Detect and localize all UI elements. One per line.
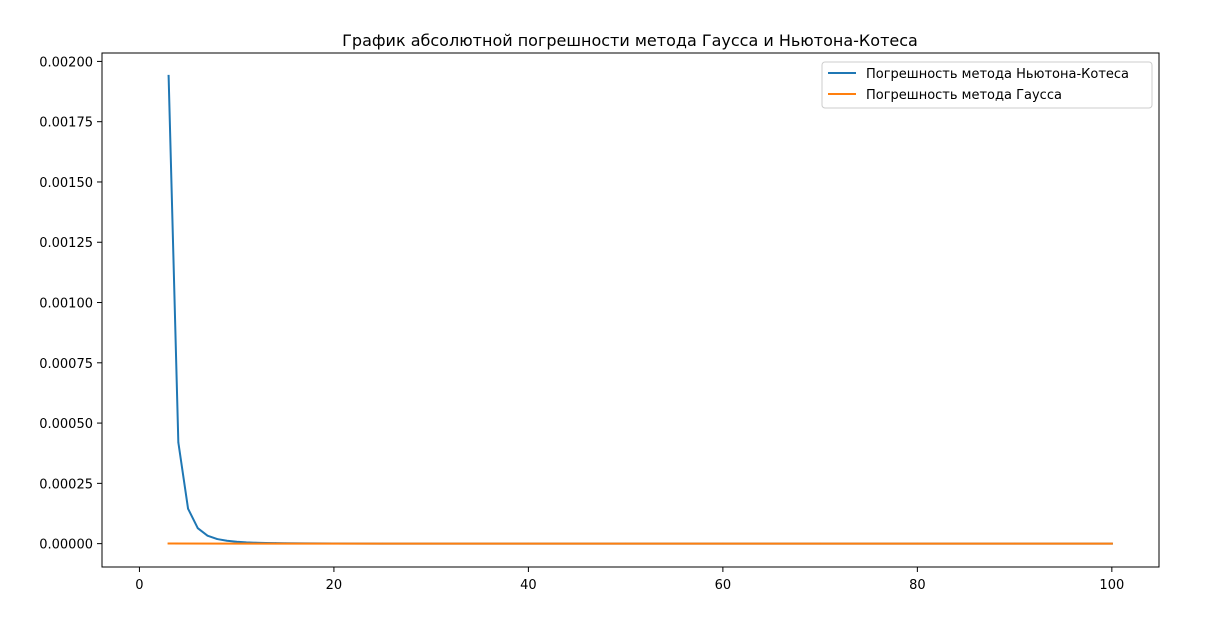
series-1-point [625, 543, 627, 545]
x-tick-label: 0 [135, 578, 143, 593]
legend-label-0: Погрешность метода Ньютона-Котеса [866, 67, 1129, 82]
x-tick-label: 80 [909, 578, 926, 593]
y-tick-label: 0.00175 [39, 116, 93, 131]
series-0-point [216, 538, 218, 540]
y-tick-label: 0.00000 [39, 538, 93, 553]
series-1-point [236, 543, 238, 545]
series-1-point [430, 543, 432, 545]
y-tick-label: 0.00150 [39, 176, 93, 191]
legend-label-1: Погрешность метода Гаусса [866, 88, 1062, 103]
x-tick-label: 100 [1099, 578, 1124, 593]
series-0-point [187, 508, 189, 510]
x-tick-label: 60 [715, 578, 732, 593]
series-0-point [207, 535, 209, 537]
ticks-layer: 0 20 40 60 80 100 0.00000 0.00025 0.00050 0.00075… [39, 55, 1124, 593]
series-1-point [916, 543, 918, 545]
series-1-point [819, 543, 821, 545]
series-0-point [177, 441, 179, 443]
series-0-point [236, 541, 238, 543]
y-tick-label: 0.00125 [39, 236, 93, 251]
series-layer [168, 75, 1113, 545]
series-1-point [722, 543, 724, 545]
series-line-0 [169, 76, 1112, 544]
chart-title: График абсолютной погрешности метода Гау… [342, 31, 918, 50]
series-0-point [197, 527, 199, 529]
series-1-point [1111, 543, 1113, 545]
legend: Погрешность метода Ньютона-Котеса Погрешн… [822, 62, 1152, 108]
y-tick-label: 0.00200 [39, 55, 93, 70]
x-tick-label: 20 [326, 578, 343, 593]
series-0-point [168, 75, 170, 77]
x-tick-label: 40 [520, 578, 537, 593]
y-tick-label: 0.00050 [39, 417, 93, 432]
series-0-point [226, 540, 228, 542]
series-1-point [168, 543, 170, 545]
plot-frame [102, 53, 1159, 567]
series-1-point [527, 543, 529, 545]
y-tick-label: 0.00100 [39, 297, 93, 312]
series-1-point [333, 543, 335, 545]
y-tick-label: 0.00075 [39, 357, 93, 372]
y-tick-label: 0.00025 [39, 477, 93, 492]
series-1-point [1014, 543, 1016, 545]
